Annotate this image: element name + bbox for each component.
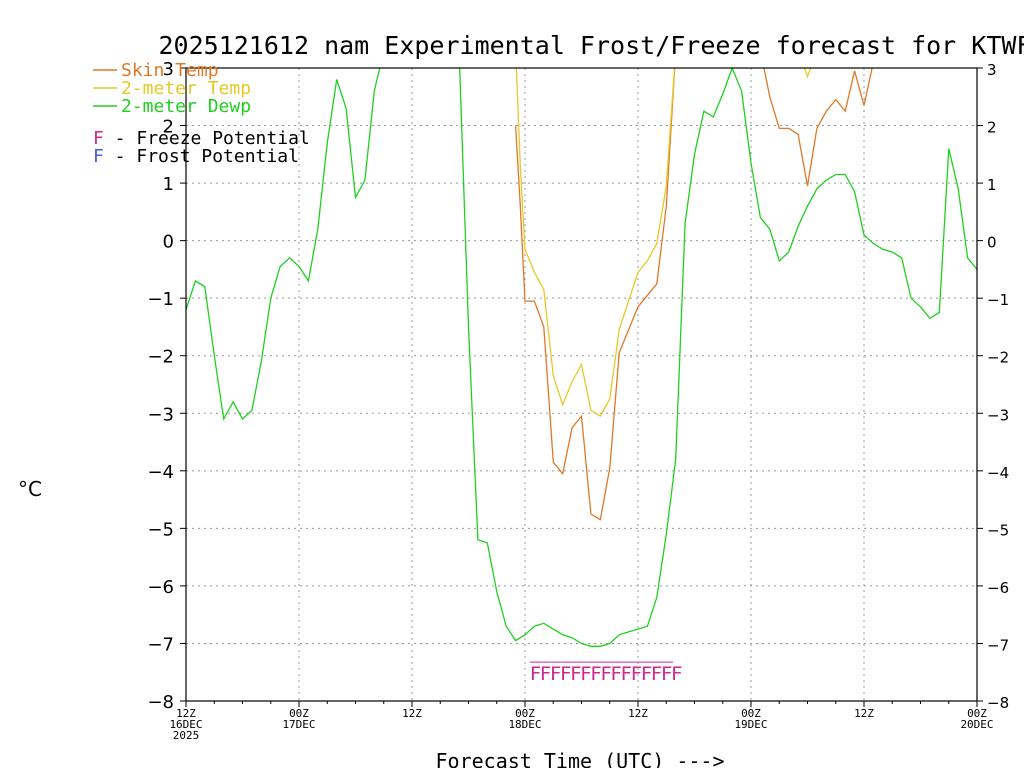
freeze-marker: F — [600, 663, 611, 685]
y-tick-label: 2 — [163, 117, 174, 138]
legend-label-2m-dewp: 2-meter Dewp — [121, 96, 251, 117]
chart-title: 2025121612 nam Experimental Frost/Freeze… — [159, 31, 1024, 60]
legend: Skin Temp 2-meter Temp 2-meter Dewp F - … — [93, 60, 310, 167]
x-tick-label: 2025 — [173, 729, 200, 742]
y-tick-label-right: −4 — [987, 464, 1009, 482]
freeze-marker: F — [610, 663, 621, 685]
x-tick-label: 00Z — [741, 707, 761, 720]
legend-label-2m-temp: 2-meter Temp — [121, 78, 251, 99]
freeze-marker: F — [621, 663, 632, 685]
freeze-marker: F — [590, 663, 601, 685]
y-tick-label-right: 3 — [987, 61, 997, 79]
freeze-marker: F — [580, 663, 591, 685]
y-tick-label: −6 — [147, 577, 174, 598]
frost-symbol: F — [93, 146, 104, 167]
freeze-marker: F — [540, 663, 551, 685]
y-tick-label-right: −6 — [987, 579, 1009, 597]
freeze-marker: F — [651, 663, 662, 685]
y-axis-right: −8 −7 −6 −5 −4 −3 −2 −1 0 1 2 3 — [977, 61, 1009, 712]
y-tick-label: 0 — [163, 232, 174, 253]
y-tick-label: 3 — [163, 59, 174, 80]
freeze-symbol: F — [93, 128, 104, 149]
y-tick-label-right: −3 — [987, 406, 1009, 424]
legend-label-skin-temp: Skin Temp — [121, 60, 219, 81]
freeze-marker: F — [570, 663, 581, 685]
y-tick-label-right: −7 — [987, 636, 1009, 654]
x-tick-label: 00Z — [967, 707, 987, 720]
y-tick-label: −8 — [147, 692, 174, 713]
x-tick-label: 16DEC — [169, 718, 202, 731]
grid-lines — [186, 68, 977, 701]
freeze-marker: F — [631, 663, 642, 685]
freeze-marker: F — [560, 663, 571, 685]
y-tick-label: −5 — [147, 519, 174, 540]
x-tick-label: 19DEC — [734, 718, 767, 731]
x-tick-label: 20DEC — [960, 718, 993, 731]
freeze-marker: F — [671, 663, 682, 685]
y-tick-label: −7 — [147, 634, 174, 655]
y-tick-label-right: 1 — [987, 176, 997, 194]
y-tick-label-right: 2 — [987, 119, 997, 137]
x-axis-label: Forecast Time (UTC) ---> — [436, 749, 725, 768]
legend-freeze-potential: F - Freeze Potential — [93, 128, 310, 149]
y-tick-label: −1 — [147, 289, 174, 310]
y-tick-label-right: −5 — [987, 521, 1009, 539]
x-tick-label: 00Z — [515, 707, 535, 720]
y-tick-label-right: −8 — [987, 694, 1009, 712]
plot-frame — [185, 67, 978, 702]
y-axis-label: °C — [18, 477, 42, 501]
legend-frost-potential: F - Frost Potential — [93, 146, 299, 167]
y-tick-label-right: 0 — [987, 234, 997, 252]
x-tick-label: 17DEC — [282, 718, 315, 731]
y-tick-label-right: −2 — [987, 349, 1009, 367]
y-axis-left: −8 −7 −6 −5 −4 −3 −2 −1 0 1 2 3 — [147, 59, 186, 713]
frost-text: - Frost Potential — [104, 146, 299, 167]
x-tick-label: 18DEC — [508, 718, 541, 731]
x-tick-label: 12Z — [176, 707, 196, 720]
series-group — [186, 68, 977, 647]
series-line-2-meter-temp — [515, 68, 812, 418]
series-line-2-meter-dewp — [186, 68, 977, 647]
x-tick-label: 12Z — [628, 707, 648, 720]
y-tick-label: 1 — [163, 174, 174, 195]
freeze-marker: F — [530, 663, 541, 685]
freeze-marker: F — [641, 663, 652, 685]
x-tick-label: 12Z — [402, 707, 422, 720]
y-tick-label-right: −1 — [987, 291, 1009, 309]
freeze-text: - Freeze Potential — [104, 128, 310, 149]
x-tick-label: 00Z — [289, 707, 309, 720]
y-tick-label: −4 — [147, 462, 174, 483]
freeze-marker: F — [661, 663, 672, 685]
y-tick-label: −3 — [147, 404, 174, 425]
freeze-marker: F — [550, 663, 561, 685]
y-tick-label: −2 — [147, 347, 174, 368]
series-line-skin-temp — [514, 68, 873, 521]
x-tick-label: 12Z — [854, 707, 874, 720]
